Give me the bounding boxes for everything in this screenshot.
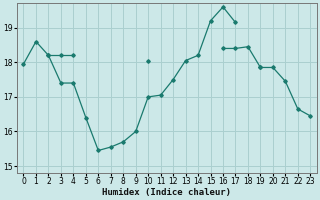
X-axis label: Humidex (Indice chaleur): Humidex (Indice chaleur): [102, 188, 231, 197]
